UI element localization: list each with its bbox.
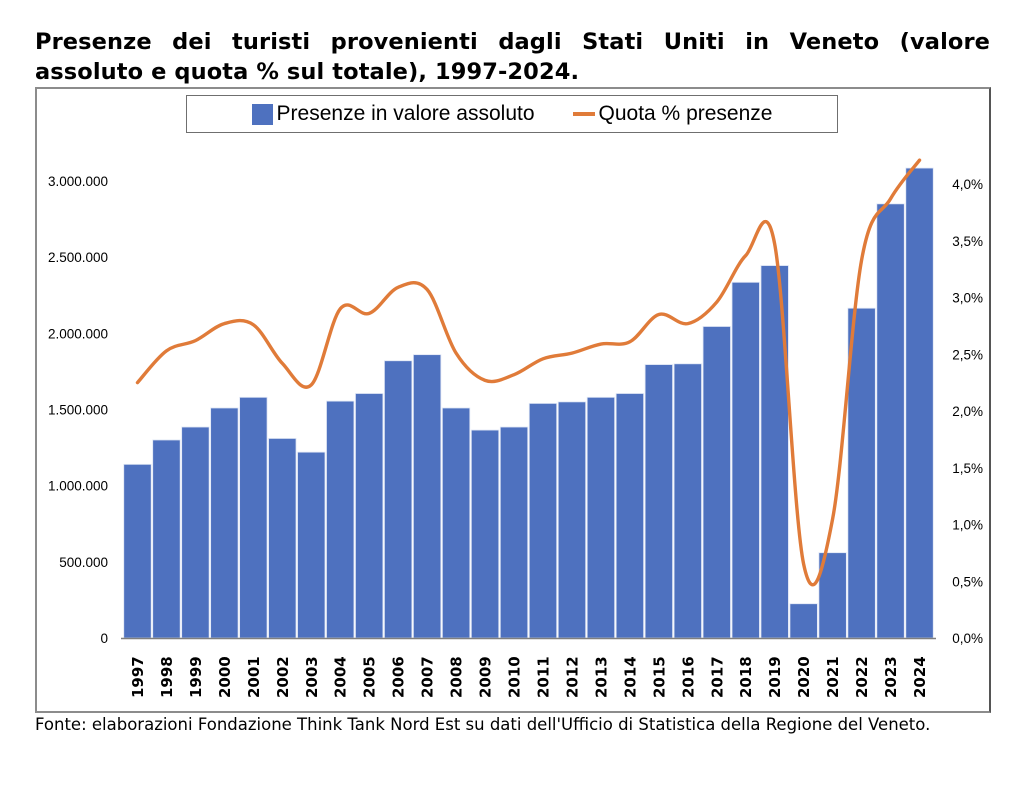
x-tick-label: 2003: [303, 656, 321, 698]
x-tick-label: 2020: [795, 656, 813, 698]
x-tick-label: 1999: [187, 656, 205, 698]
bar-2024: [905, 167, 934, 639]
bar-2006: [384, 360, 413, 639]
bar-2012: [557, 401, 587, 639]
x-tick-label: 2010: [506, 656, 524, 698]
bar-2014: [615, 393, 645, 639]
bar-2013: [586, 396, 616, 639]
y2-tick-label: 1,0%: [952, 518, 983, 533]
x-tick-label: 2024: [911, 656, 929, 698]
bar-2022: [847, 307, 876, 639]
bar-2011: [528, 403, 558, 639]
bar-2009: [470, 429, 500, 639]
bar-2016: [673, 363, 702, 639]
axes: 0 500.000 1.000.000 1.500.000 2.000.000 2.500…: [48, 174, 983, 698]
source-note: Fonte: elaborazioni Fondazione Think Tan…: [35, 715, 931, 734]
x-tick-label: 2014: [621, 656, 639, 698]
x-tick-label: 2011: [534, 656, 552, 698]
x-tick-label: 2008: [448, 656, 466, 698]
x-tick-label: 2004: [332, 656, 350, 698]
x-tick-label: 2001: [245, 656, 263, 698]
y2-tick-label: 4,0%: [952, 177, 983, 192]
x-tick-label: 2007: [419, 656, 437, 698]
legend-label-bars: Presenze in valore assoluto: [276, 102, 535, 125]
x-tick-label: 2023: [882, 656, 900, 698]
bar-2017: [702, 326, 731, 639]
bar-2003: [297, 451, 326, 639]
bar-2005: [355, 393, 384, 639]
bar-1997: [123, 463, 152, 639]
x-tick-label: 2013: [592, 656, 610, 698]
y2-tick-label: 2,5%: [952, 347, 983, 362]
x-tick-label: 2016: [679, 656, 697, 698]
x-tick-label: 2009: [477, 656, 495, 698]
y2-tick-label: 3,5%: [952, 234, 983, 249]
bar-1999: [181, 426, 210, 639]
y2-tick-label: 1,5%: [952, 461, 983, 476]
y2-tick-label: 3,0%: [952, 291, 983, 306]
bar-2010: [499, 426, 529, 639]
bar-2015: [644, 364, 673, 639]
legend-item-line: Quota % presenze: [572, 102, 773, 126]
bar-1998: [152, 439, 181, 639]
bar-2020: [789, 603, 818, 639]
x-tick-label: 2000: [216, 656, 234, 698]
legend-item-bars: Presenze in valore assoluto: [251, 102, 535, 126]
y2-tick-label: 0,5%: [952, 574, 983, 589]
y-tick-label: 500.000: [59, 555, 108, 570]
x-tick-label: 1997: [129, 656, 147, 698]
x-tick-label: 2015: [650, 656, 668, 698]
legend: Presenze in valore assoluto Quota % pres…: [186, 95, 838, 133]
y-tick-label: 0: [100, 631, 108, 646]
y-tick-label: 1.500.000: [48, 403, 108, 418]
chart-frame: [35, 87, 991, 713]
y-tick-label: 1.000.000: [48, 479, 108, 494]
x-tick-label: 2017: [708, 656, 726, 698]
x-tick-label: 2018: [737, 656, 755, 698]
x-tick-label: 2006: [390, 656, 408, 698]
bar-2023: [876, 203, 905, 639]
x-tick-label: 2019: [766, 656, 784, 698]
y2-tick-label: 0,0%: [952, 631, 983, 646]
line-series: [135, 158, 922, 587]
bar-2007: [412, 354, 442, 639]
x-tick-label: 2022: [853, 656, 871, 698]
chart-title: Presenze dei turisti provenienti dagli S…: [35, 29, 990, 85]
bar-2001: [239, 396, 268, 639]
y2-tick-label: 2,0%: [952, 404, 983, 419]
x-tick-label: 2021: [824, 656, 842, 698]
bar-2002: [268, 438, 297, 639]
legend-swatch-bars: [251, 103, 273, 125]
x-tick-label: 2012: [563, 656, 581, 698]
x-tick-label: 2002: [274, 656, 292, 698]
bar-2004: [326, 400, 355, 639]
bar-series: [123, 167, 934, 639]
line-quota-presenze: [135, 158, 922, 587]
y-tick-label: 2.000.000: [48, 326, 108, 341]
y-tick-label: 3.000.000: [48, 174, 108, 189]
y-tick-label: 2.500.000: [48, 250, 108, 265]
legend-swatch-line: [572, 112, 595, 116]
x-tick-label: 1998: [158, 656, 176, 698]
legend-label-line: Quota % presenze: [598, 102, 773, 125]
bar-2018: [731, 281, 760, 639]
bar-2008: [441, 407, 471, 639]
bar-2000: [210, 407, 239, 639]
x-tick-label: 2005: [361, 656, 379, 698]
